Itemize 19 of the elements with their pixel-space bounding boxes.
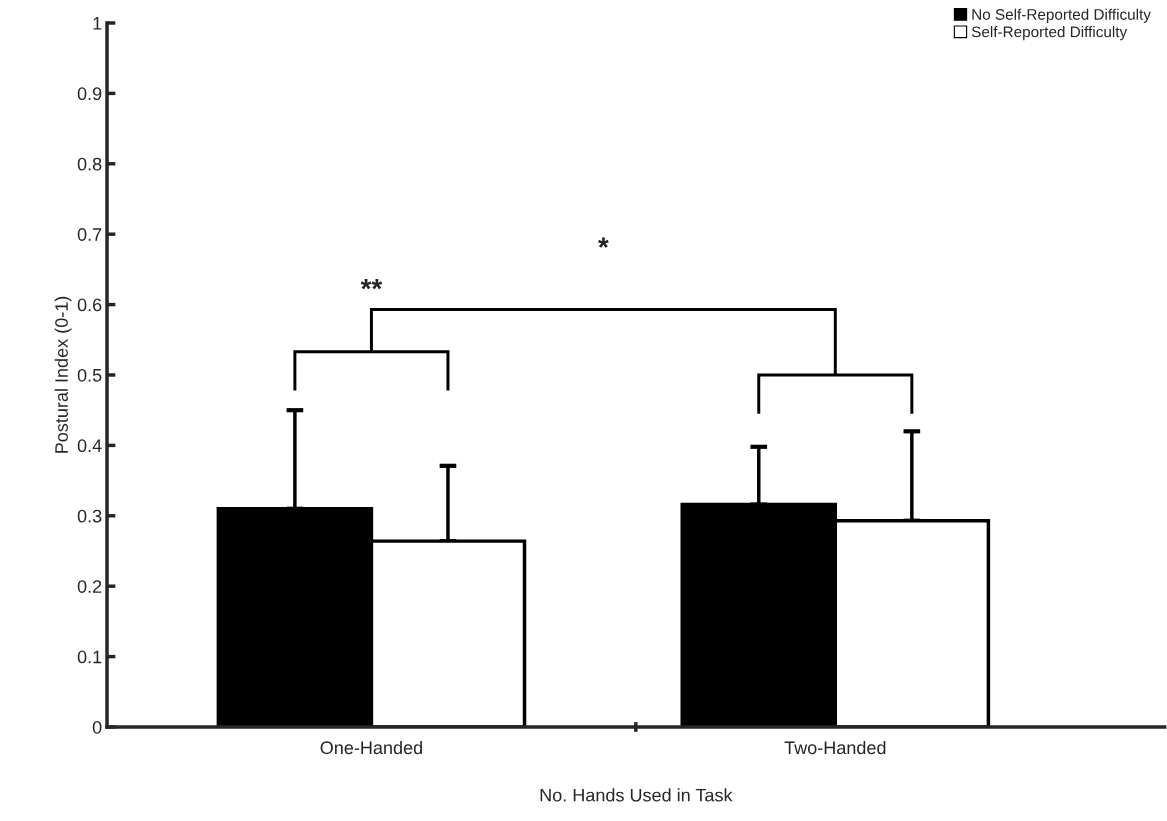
y-tick-label: 0 bbox=[92, 720, 102, 734]
annotation: * bbox=[598, 237, 609, 248]
y-tick-label: 0.7 bbox=[77, 228, 102, 241]
y-axis-title: Postural Index (0-1) bbox=[54, 296, 72, 453]
y-tick-label: 0.3 bbox=[77, 509, 102, 523]
y-tick-label: 0.6 bbox=[77, 298, 102, 312]
y-tick-label: 1 bbox=[93, 17, 102, 30]
y-tick-label: 0.9 bbox=[77, 87, 102, 101]
legend-label: Self-Reported Difficulty bbox=[971, 26, 1128, 41]
legend-label: No Self-Reported Difficulty bbox=[972, 8, 1151, 23]
y-tick-label: 0.1 bbox=[77, 650, 102, 664]
y-tick-label: 0.5 bbox=[77, 368, 102, 382]
x-axis-title: No. Hands Used in Task bbox=[540, 788, 733, 802]
x-tick-label: Two-Handed bbox=[784, 740, 886, 755]
y-tick-label: 0.4 bbox=[77, 439, 102, 453]
y-tick-label: 0.8 bbox=[77, 157, 102, 171]
y-tick-label: 0.2 bbox=[77, 580, 102, 593]
annotation: ** bbox=[360, 279, 383, 290]
x-tick-label: One-Handed bbox=[320, 740, 422, 755]
